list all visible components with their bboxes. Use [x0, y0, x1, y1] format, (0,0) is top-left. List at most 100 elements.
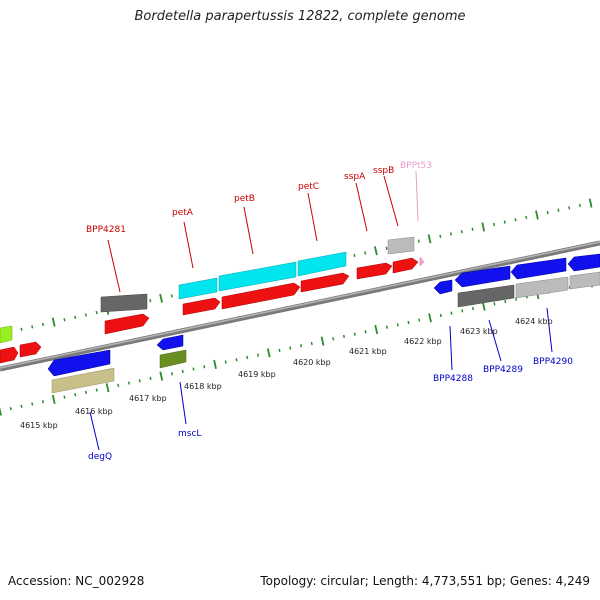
gene-label-petc: petC: [298, 182, 319, 192]
major-tick: [0, 406, 2, 416]
kbp-label: 4619 kbp: [238, 370, 276, 379]
forward-strand-features: [0, 236, 425, 364]
minor-tick: [461, 309, 464, 313]
minor-tick: [385, 325, 389, 329]
gene-feature: [104, 313, 150, 335]
major-tick: [213, 359, 217, 369]
major-tick: [51, 317, 56, 327]
minor-tick: [503, 220, 506, 224]
gene-feature: [433, 279, 453, 295]
genome-summary-text: Topology: circular; Length: 4,773,551 bp…: [260, 574, 590, 588]
minor-tick: [63, 318, 66, 322]
gene-feature: [510, 257, 567, 280]
minor-tick: [353, 253, 356, 258]
minor-tick: [557, 208, 560, 212]
gene-label-degq: degQ: [88, 452, 112, 462]
kbp-label: 4616 kbp: [75, 407, 113, 416]
minor-tick: [342, 334, 346, 339]
minor-tick: [20, 327, 23, 331]
gene-feature: [47, 349, 111, 377]
minor-tick: [385, 246, 388, 250]
gene-feature: [156, 334, 184, 351]
major-tick: [481, 301, 486, 311]
major-tick: [428, 313, 432, 323]
minor-tick: [31, 325, 34, 329]
minor-tick: [235, 358, 238, 362]
forward-gene-labels: BPP4281 petA petB petC sspA sspB BPPt53: [86, 161, 432, 235]
accession-text: Accession: NC_002928: [8, 574, 145, 588]
minor-tick: [407, 320, 410, 325]
gene-label-bpp4290: BPP4290: [533, 357, 573, 367]
gene-feature: [178, 277, 218, 300]
minor-tick: [127, 381, 131, 385]
minor-tick: [63, 395, 66, 399]
minor-tick: [246, 355, 249, 360]
gene-feature: [100, 293, 148, 313]
gene-feature: [300, 272, 350, 293]
major-tick: [159, 293, 163, 303]
gene-label-sspb: sspB: [373, 166, 394, 176]
kbp-label: 4623 kbp: [460, 327, 498, 336]
minor-tick: [278, 348, 281, 353]
minor-tick: [310, 341, 313, 346]
gene-feature: [356, 262, 393, 280]
minor-tick: [149, 376, 152, 381]
major-tick: [588, 198, 593, 208]
reverse-strand-features: [47, 253, 600, 394]
gene-feature: [218, 261, 297, 292]
kbp-labels: 4615 kbp 4616 kbp 4617 kbp 4618 kbp 4619…: [20, 317, 553, 430]
kbp-label: 4622 kbp: [404, 337, 442, 346]
minor-tick: [256, 353, 260, 357]
kbp-label: 4615 kbp: [20, 421, 58, 430]
minor-tick: [170, 294, 173, 298]
gene-label-mscl: mscL: [178, 429, 201, 439]
major-tick: [427, 234, 432, 244]
major-tick: [51, 394, 56, 404]
gene-label-peta: petA: [172, 208, 194, 218]
minor-tick: [417, 239, 420, 243]
major-tick: [320, 336, 325, 346]
gene-feature: [392, 257, 419, 274]
minor-tick: [492, 222, 496, 227]
genome-backbone: [0, 240, 600, 372]
minor-tick: [493, 302, 496, 306]
gene-feature: [221, 282, 301, 310]
minor-tick: [192, 367, 195, 371]
minor-tick: [504, 299, 507, 304]
gene-feature: [569, 271, 600, 290]
minor-tick: [74, 315, 77, 319]
gene-feature: [567, 253, 600, 272]
major-tick: [374, 324, 379, 335]
major-tick: [535, 210, 539, 220]
minor-tick: [41, 322, 45, 327]
minor-tick: [449, 232, 453, 236]
minor-tick: [471, 306, 475, 311]
reverse-gene-labels: degQ mscL BPP4288 BPP4289 BPP4290: [88, 357, 573, 462]
minor-tick: [471, 227, 474, 231]
minor-tick: [170, 372, 174, 376]
major-tick: [374, 246, 378, 256]
minor-tick: [95, 310, 98, 315]
gene-label-bpp4288: BPP4288: [433, 374, 473, 384]
minor-tick: [9, 407, 12, 411]
minor-tick: [138, 379, 141, 383]
minor-tick: [31, 402, 34, 406]
kbp-label: 4617 kbp: [129, 394, 167, 403]
gene-label-bpp4289: BPP4289: [483, 365, 523, 375]
gene-label-bppt53: BPPt53: [400, 161, 432, 171]
major-tick: [481, 222, 486, 232]
kbp-label: 4620 kbp: [293, 358, 331, 367]
minor-tick: [546, 210, 549, 215]
minor-tick: [418, 318, 421, 322]
kbp-label: 4621 kbp: [349, 347, 387, 356]
gene-label-sspa: sspA: [344, 172, 366, 182]
gene-label-bpp4281: BPP4281: [86, 225, 126, 235]
gene-feature: [419, 256, 425, 267]
gene-feature: [0, 325, 13, 344]
minor-tick: [578, 203, 581, 208]
major-tick: [159, 371, 164, 381]
minor-tick: [332, 337, 335, 341]
minor-tick: [289, 346, 292, 350]
gene-label-petb: petB: [234, 194, 255, 204]
